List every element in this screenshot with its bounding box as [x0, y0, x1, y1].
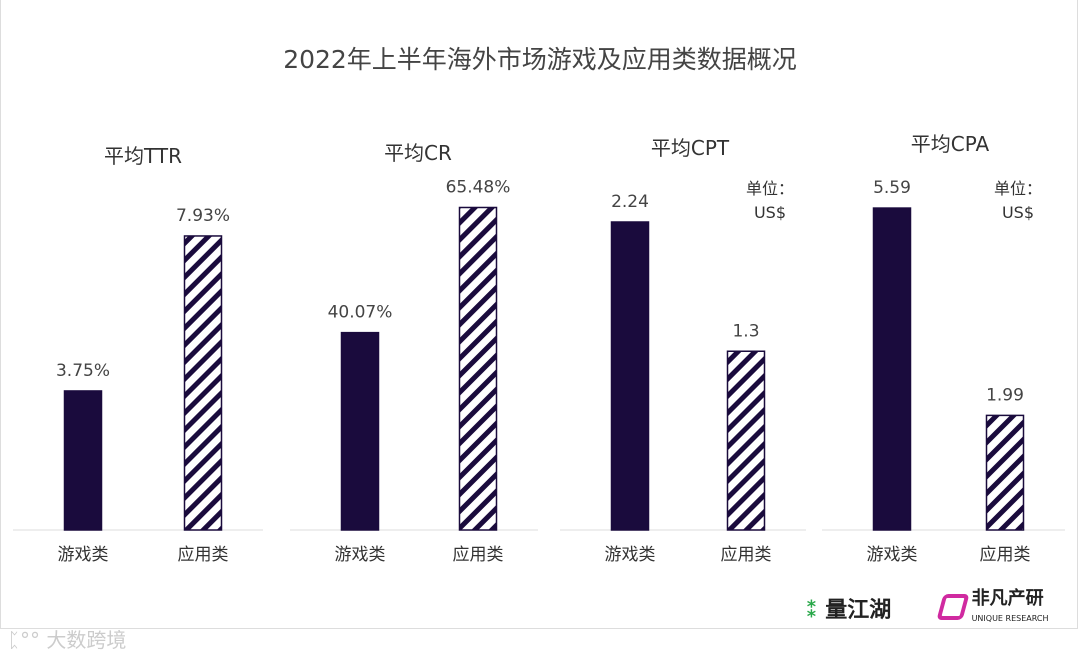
logo-liangjianghu: ⁑ 量江湖 — [806, 592, 891, 624]
bar-game — [872, 207, 912, 531]
data-label: 65.48% — [446, 177, 511, 197]
unit-label: US$ — [1002, 203, 1034, 222]
bar-app — [458, 206, 498, 531]
logo-left-text: 量江湖 — [825, 598, 892, 623]
liangjianghu-icon: ⁑ — [806, 598, 818, 623]
chart-frame — [0, 0, 1078, 629]
unique-research-icon — [936, 594, 970, 620]
category-label: 应用类 — [980, 545, 1031, 565]
bar-app — [985, 414, 1025, 531]
logo-right-text: 非凡产研 — [971, 588, 1044, 609]
data-label: 5.59 — [873, 178, 911, 198]
unit-label: 单位： — [994, 179, 1042, 198]
data-label: 7.93% — [176, 206, 230, 226]
bar-app — [726, 350, 766, 531]
unit-label: 单位： — [746, 179, 794, 198]
bar-game — [340, 331, 380, 531]
chart-title: 2022年上半年海外市场游戏及应用类数据概况 — [283, 45, 797, 74]
bar-app — [183, 235, 223, 531]
category-label: 游戏类 — [867, 545, 918, 565]
panel-title: 平均CR — [384, 141, 452, 165]
data-label: 40.07% — [328, 303, 393, 323]
category-label: 应用类 — [453, 545, 504, 565]
panel-title: 平均CPT — [651, 136, 730, 160]
data-label: 1.3 — [732, 321, 759, 341]
logo-unique-research: 非凡产研 UNIQUE RESEARCH — [936, 588, 1049, 624]
category-label: 游戏类 — [605, 545, 656, 565]
data-label: 2.24 — [611, 192, 649, 212]
bar-game — [610, 221, 650, 531]
bar-game — [63, 390, 103, 531]
unit-label: US$ — [754, 203, 786, 222]
logo-right-subtext: UNIQUE RESEARCH — [971, 614, 1049, 623]
category-label: 应用类 — [178, 545, 229, 565]
category-label: 应用类 — [721, 545, 772, 565]
panel-title: 平均TTR — [104, 144, 182, 168]
category-label: 游戏类 — [58, 545, 109, 565]
watermark-icon: ᛈ°° — [8, 628, 40, 652]
panel-title: 平均CPA — [911, 132, 990, 156]
data-label: 1.99 — [986, 385, 1024, 405]
watermark: ᛈ°° 大数跨境 — [8, 624, 126, 653]
category-label: 游戏类 — [335, 545, 386, 565]
watermark-text: 大数跨境 — [46, 628, 127, 652]
data-label: 3.75% — [56, 361, 110, 381]
